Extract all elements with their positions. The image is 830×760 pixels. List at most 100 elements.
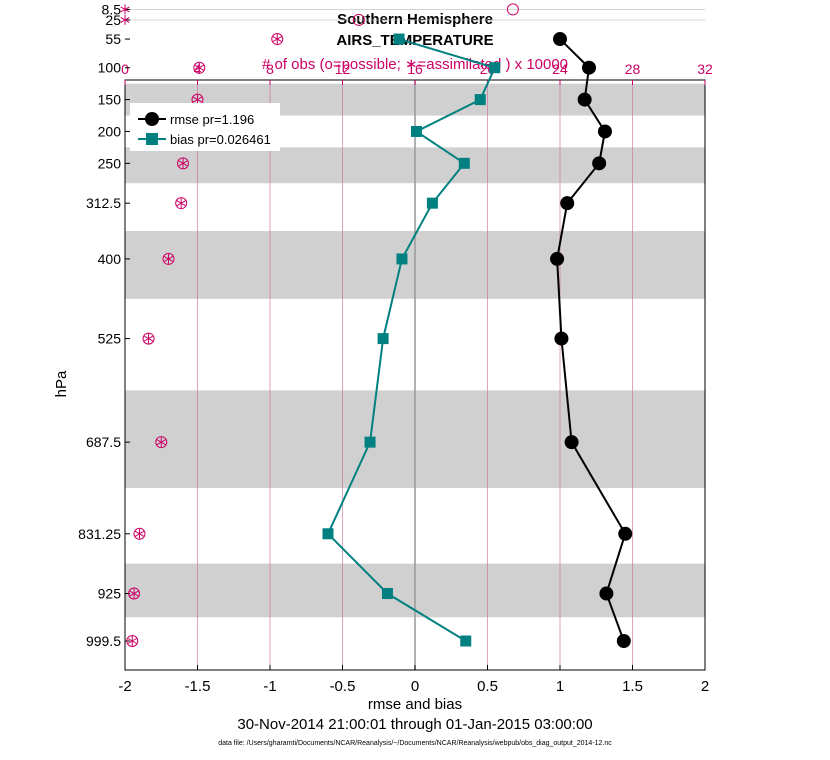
vertical-gridlines [197,80,633,670]
obs-assimilated-marker [178,158,188,169]
y-tick-label: 8.5 [102,1,122,17]
bottom-tick-label: -0.5 [330,678,356,695]
legend-bias-label: bias pr=0.026461 [170,132,271,147]
rmse-point [597,124,612,139]
y-tick-label: 999.5 [86,633,121,649]
obs-possible-marker [506,3,519,16]
y-tick-label: 312.5 [86,195,121,211]
rmse-point [554,331,569,346]
obs-assimilated-marker [272,34,282,45]
y-tick-label: 687.5 [86,434,121,450]
obs-assimilated-stroke [176,200,186,207]
legend-bias-marker [146,133,158,145]
bias-point [364,436,376,448]
bias-point [322,528,334,540]
y-tick-label: 925 [98,586,122,602]
bias-point [489,62,501,74]
legend: rmse pr=1.196 bias pr=0.026461 [130,103,280,151]
x-axis-label: rmse and bias [368,696,462,713]
y-tick-label: 831.25 [78,526,121,542]
obs-assimilated-marker [120,14,130,25]
y-tick-label: 100 [98,60,122,76]
obs-assimilated-marker [163,253,174,264]
obs-assimilated-stroke [178,160,188,167]
obs-possible-marker [271,33,284,46]
y-tick-label: 150 [98,92,122,108]
obs-count-markers [120,3,519,648]
obs-possible-marker [162,252,175,265]
bottom-tick-label: 0.5 [477,678,498,695]
rmse-point [618,526,633,541]
rmse-point [616,634,631,649]
obs-assimilated-stroke [272,36,282,42]
obs-assimilated-stroke [194,64,204,71]
bias-point [381,588,393,600]
bottom-tick-label: 2 [701,678,709,695]
obs-assimilated-marker [194,62,204,73]
obs-possible-marker [155,436,168,449]
top-tick-label: 16 [407,61,423,77]
obs-assimilated-marker [134,528,145,539]
bottom-tick-label: 0 [411,678,419,695]
obs-possible-marker [177,157,189,170]
obs-possible-marker [175,197,188,210]
top-tick-label: 28 [625,61,641,77]
obs-assimilated-stroke [156,439,166,446]
obs-assimilated-marker [127,636,137,647]
obs-assimilated-stroke [120,17,130,23]
bias-point [396,253,408,265]
obs-assimilated-stroke [127,638,137,644]
rmse-point [553,32,567,47]
data-file-path: data file: /Users/gharamti/Documents/NCA… [218,740,612,747]
rmse-point [582,60,596,75]
obs-possible-marker [352,13,365,26]
rmse-point [560,196,575,211]
level-gridlines [125,9,705,21]
obs-possible-marker [128,587,141,600]
y-tick-label: 55 [105,31,121,47]
rmse-point [564,435,579,450]
bias-point [410,125,422,137]
obs-possible-marker [133,527,146,540]
chart-title: Southern Hemisphere [337,11,493,28]
obs-assimilated-stroke [192,96,203,103]
top-tick-label: 24 [552,61,568,77]
series-layer [322,32,633,649]
bias-point [474,94,486,106]
top-tick-label: 8 [266,61,274,77]
top-tick-label: 32 [697,61,713,77]
y-axis-label: hPa [53,370,70,397]
obs-assimilated-stroke [120,6,130,13]
top-tick-label: 0 [121,61,129,77]
y-tick-label: 200 [98,123,122,139]
bottom-tick-label: -1.5 [185,678,211,695]
bottom-tick-label: 1.5 [622,678,643,695]
bias-point [458,157,470,169]
top-axis-ticks: 048121620242832 [121,61,713,85]
bias-point [377,333,389,345]
bottom-axis-ticks: -2 -1.5 -1 -0.5 0 0.5 1 1.5 2 [118,665,709,695]
obs-possible-marker [142,332,155,345]
obs-possible-marker [126,635,139,648]
bottom-tick-label: -1 [263,678,276,695]
y-tick-label: 250 [98,155,122,171]
obs-assimilated-stroke [129,590,139,597]
bias-point [393,33,405,45]
top-tick-label: 12 [335,61,351,77]
bias-point [426,197,438,209]
obs-assimilated-marker [129,588,139,599]
bias-point [460,635,472,647]
rmse-point [550,251,565,266]
rmse-point [592,156,607,171]
chart-subtitle: AIRS_TEMPERATURE [336,32,493,49]
obs-assimilated-marker [176,198,186,209]
bottom-tick-label: -2 [118,678,131,695]
obs-possible-marker [193,61,206,74]
legend-rmse-marker [145,112,159,126]
date-range: 30-Nov-2014 21:00:01 through 01-Jan-2015… [237,716,592,733]
y-tick-label: 400 [98,251,122,267]
rmse-point [599,586,614,601]
y-tick-label: 25 [105,12,121,28]
obs-assimilated-stroke [134,530,145,537]
